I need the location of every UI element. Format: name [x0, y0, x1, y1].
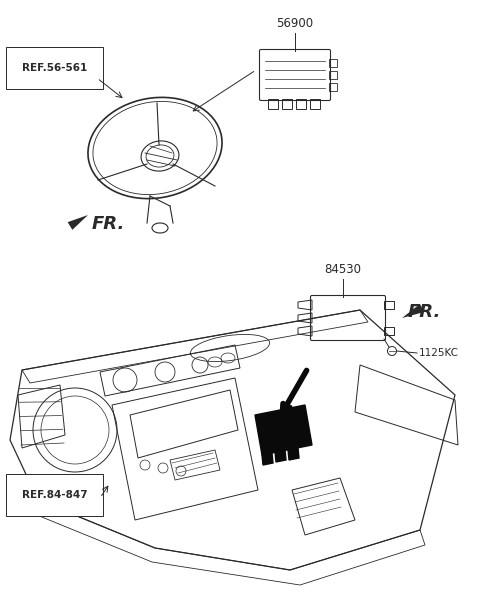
Text: 1125KC: 1125KC [419, 348, 459, 358]
Polygon shape [402, 304, 424, 318]
Polygon shape [68, 215, 88, 230]
Text: FR.: FR. [408, 303, 442, 321]
Polygon shape [275, 450, 286, 462]
Text: FR.: FR. [92, 215, 125, 233]
Polygon shape [255, 405, 312, 455]
Text: 84530: 84530 [324, 263, 361, 276]
Text: REF.56-561: REF.56-561 [22, 63, 87, 73]
Text: 56900: 56900 [276, 17, 313, 30]
Polygon shape [288, 448, 299, 460]
Polygon shape [262, 453, 273, 465]
Text: REF.84-847: REF.84-847 [22, 490, 88, 500]
